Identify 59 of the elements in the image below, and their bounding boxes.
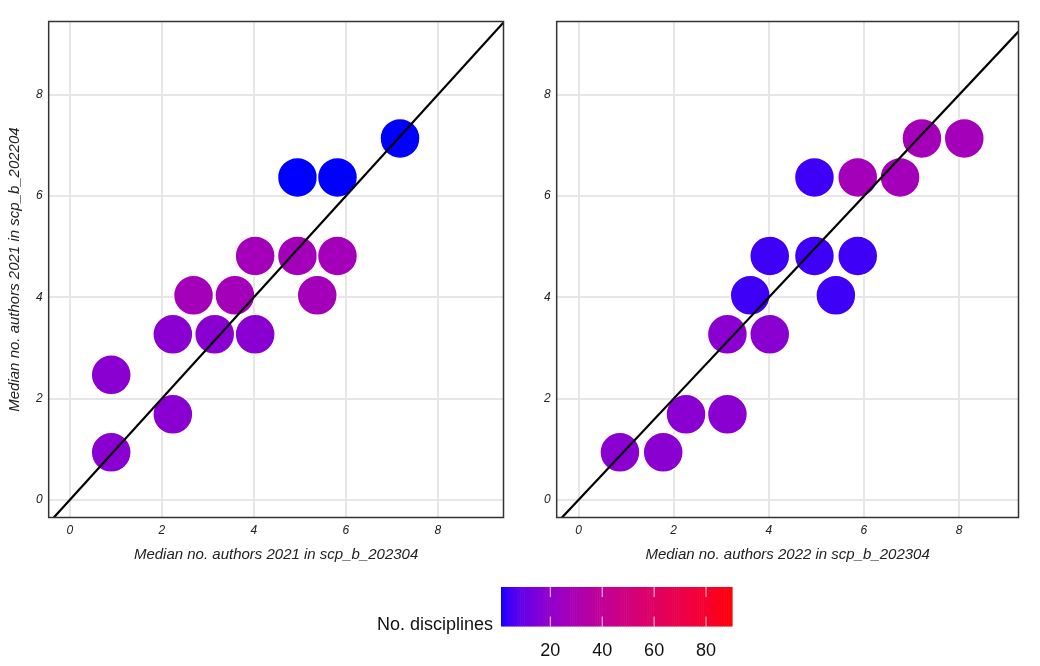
point <box>749 313 791 356</box>
point <box>706 313 749 356</box>
x-axis-title: Median no. authors 2022 in scp_b_202304 <box>645 545 930 563</box>
point <box>836 156 879 199</box>
x-axis-title: Median no. authors 2021 in scp_b_202304 <box>133 545 419 563</box>
point <box>193 313 236 356</box>
color-bar-label: 20 <box>540 640 561 661</box>
x-tick-label: 4 <box>765 523 773 538</box>
point <box>90 354 132 396</box>
point <box>316 235 359 277</box>
point <box>729 274 771 317</box>
point <box>152 313 194 356</box>
y-tick-label: 2 <box>34 390 43 405</box>
color-bar-title: No. disciplines <box>376 613 493 634</box>
y-tick-label: 4 <box>35 289 43 304</box>
y-tick-label: 8 <box>543 87 551 102</box>
point <box>599 431 641 474</box>
point <box>706 393 749 436</box>
x-tick-label: 6 <box>342 523 350 538</box>
point <box>152 393 194 436</box>
point <box>296 274 338 317</box>
point <box>379 117 421 160</box>
y-tick-label: 8 <box>35 87 43 102</box>
x-tick-label: 0 <box>575 523 583 538</box>
color-bar-label: 40 <box>592 640 613 661</box>
y-tick-label: 2 <box>542 390 551 405</box>
y-tick-label: 6 <box>543 188 551 203</box>
y-tick-label: 0 <box>543 492 551 507</box>
y-tick-label: 6 <box>35 188 43 203</box>
point <box>943 117 986 160</box>
point <box>234 235 276 277</box>
point <box>90 431 132 474</box>
point <box>815 274 857 317</box>
x-tick-label: 8 <box>434 523 442 538</box>
x-tick-label: 8 <box>955 523 963 538</box>
x-tick-label: 4 <box>250 523 258 538</box>
point <box>214 274 256 317</box>
point <box>665 393 707 436</box>
point <box>793 235 836 277</box>
point <box>642 431 684 474</box>
y-tick-label: 4 <box>543 289 551 304</box>
color-bar-label: 60 <box>644 640 665 661</box>
x-tick-label: 0 <box>66 523 74 538</box>
x-tick-label: 2 <box>157 523 166 538</box>
point <box>316 156 359 199</box>
point <box>276 156 319 199</box>
y-axis-title: Median no. authors 2021 in scp_b_202204 <box>5 127 23 412</box>
point <box>879 156 921 199</box>
x-tick-label: 6 <box>860 523 868 538</box>
point <box>793 156 836 199</box>
point <box>276 235 319 277</box>
point <box>234 313 276 356</box>
point <box>749 235 791 277</box>
point <box>172 274 215 317</box>
color-bar-label: 80 <box>696 640 717 661</box>
y-tick-label: 0 <box>35 492 43 507</box>
point <box>901 117 943 160</box>
x-tick-label: 2 <box>669 523 678 538</box>
point <box>836 235 879 277</box>
